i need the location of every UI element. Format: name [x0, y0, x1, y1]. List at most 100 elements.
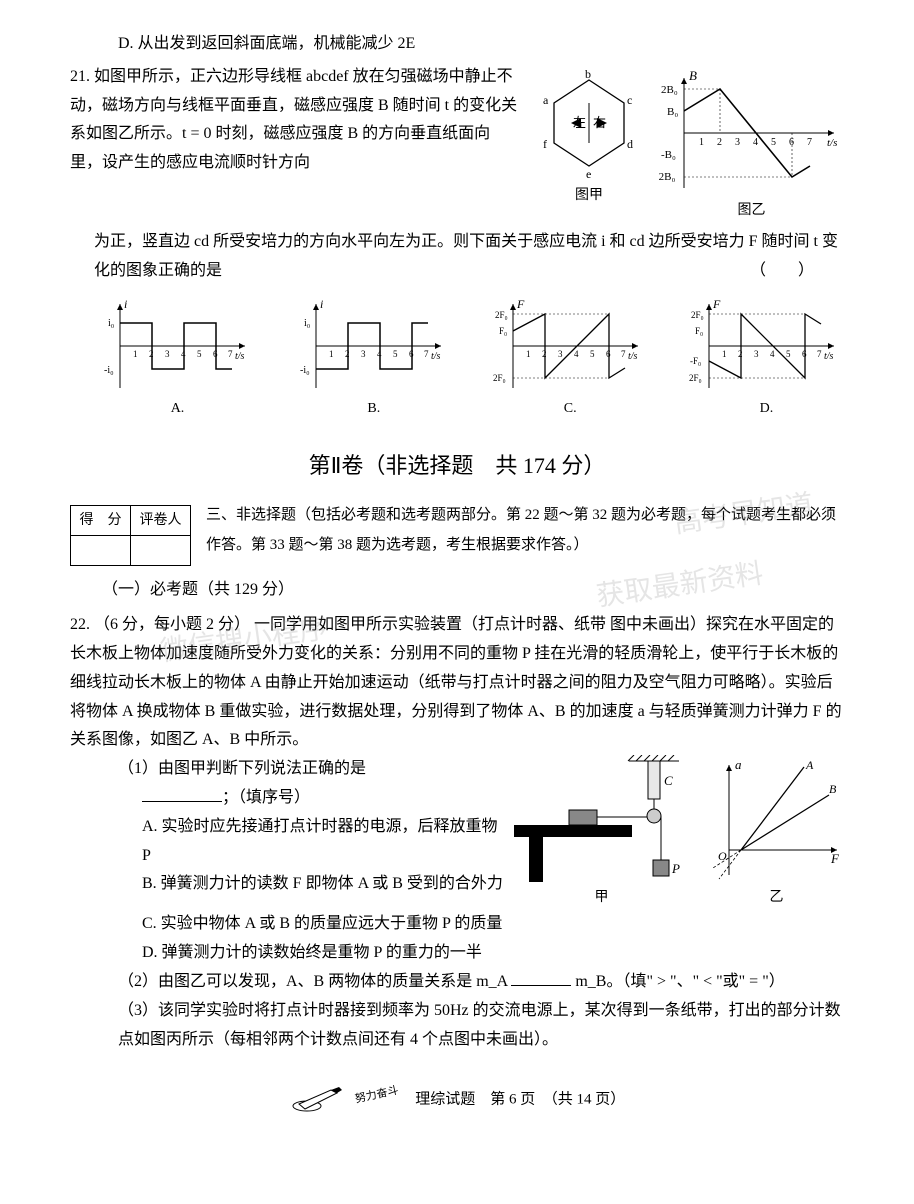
svg-text:F₀: F₀ — [499, 326, 507, 336]
svg-text:2F₀: 2F₀ — [691, 310, 704, 320]
svg-text:1: 1 — [722, 349, 727, 359]
svg-text:e: e — [586, 167, 591, 181]
svg-text:C: C — [664, 773, 673, 788]
svg-text:-B₀: -B₀ — [661, 149, 676, 161]
svg-text:-2F₀: -2F₀ — [689, 373, 702, 383]
svg-text:t/s: t/s — [827, 137, 837, 149]
footer-text: 理综试题 第 6 页 （共 14 页） — [415, 1092, 625, 1108]
q21-choice-b: i t/s i₀-i₀ 1234567 B. — [296, 296, 451, 421]
svg-text:d: d — [627, 137, 633, 151]
svg-text:左: 左 — [573, 115, 586, 130]
q21-stem1: 如图甲所示，正六边形导线框 abcdef 放在匀强磁场中静止不动，磁场方向与线框… — [70, 68, 517, 171]
svg-text:f: f — [543, 137, 547, 151]
svg-text:7: 7 — [228, 349, 233, 359]
svg-text:6: 6 — [789, 137, 794, 148]
q22-figures: C P 甲 a F O — [514, 755, 844, 910]
svg-text:F: F — [516, 297, 525, 311]
q21-block: B t/s 123 4567 2B₀ B₀ -B₀ -2B₀ 图乙 — [70, 63, 844, 286]
q22-fig-yi: a F O A B 乙 — [709, 755, 844, 910]
svg-text:3: 3 — [735, 137, 740, 148]
svg-text:5: 5 — [771, 137, 776, 148]
q21-choice-a: i t/s i₀-i₀ 1234567 A. — [100, 296, 255, 421]
svg-text:-F₀: -F₀ — [690, 356, 701, 366]
q21-stem2: 为正，竖直边 cd 所受安培力的方向水平向左为正。则下面关于感应电流 i 和 c… — [94, 228, 844, 286]
score-header-1: 得 分 — [71, 506, 131, 536]
page-footer: 努力奋斗 理综试题 第 6 页 （共 14 页） — [70, 1084, 844, 1116]
svg-text:B₀: B₀ — [667, 106, 678, 118]
svg-text:i: i — [124, 297, 127, 311]
svg-text:5: 5 — [786, 349, 791, 359]
q21-hexagon: 左 右 b c d e f a 图甲 — [529, 68, 649, 208]
svg-text:a: a — [543, 93, 549, 107]
svg-text:1: 1 — [133, 349, 138, 359]
section2-title: 第Ⅱ卷（非选择题 共 174 分） — [70, 446, 844, 486]
footer-motto: 努力奋斗 — [354, 1081, 401, 1110]
q20-option-d: D. 从出发到返回斜面底端，机械能减少 2E — [118, 30, 844, 59]
section2-instructions: 三、非选择题（包括必考题和选考题两部分。第 22 题～第 32 题为必考题，每个… — [206, 500, 844, 560]
svg-text:a: a — [735, 757, 742, 772]
svg-text:i₀: i₀ — [304, 318, 311, 329]
svg-text:P: P — [671, 861, 680, 876]
svg-text:3: 3 — [754, 349, 759, 359]
svg-text:3: 3 — [361, 349, 366, 359]
fig-yi-label: 乙 — [709, 885, 844, 910]
svg-text:t/s: t/s — [235, 351, 245, 362]
svg-text:-i₀: -i₀ — [300, 365, 310, 376]
svg-text:1: 1 — [699, 137, 704, 148]
q22-number: 22. — [70, 616, 90, 633]
svg-text:右: 右 — [593, 115, 606, 130]
q22-fig-jia: C P 甲 — [514, 755, 689, 910]
svg-text:5: 5 — [590, 349, 595, 359]
svg-text:t/s: t/s — [628, 351, 638, 362]
svg-text:5: 5 — [393, 349, 398, 359]
q21-choice-c: F t/s 2F₀F₀-2F₀ 1234567 C. — [493, 296, 648, 421]
chart-yi-label: 图乙 — [659, 198, 844, 223]
svg-text:3: 3 — [558, 349, 563, 359]
svg-text:i: i — [320, 297, 323, 311]
svg-text:4: 4 — [574, 349, 579, 359]
hexagon-label: 图甲 — [529, 183, 649, 208]
svg-text:A: A — [805, 758, 814, 772]
svg-text:2: 2 — [738, 349, 743, 359]
q21-choices: i t/s i₀-i₀ 1234567 A. i t/s i₀-i₀ 12345… — [100, 296, 844, 421]
svg-text:5: 5 — [197, 349, 202, 359]
svg-text:2F₀: 2F₀ — [495, 310, 508, 320]
svg-text:3: 3 — [165, 349, 170, 359]
svg-text:B: B — [689, 68, 697, 83]
svg-text:F₀: F₀ — [695, 326, 703, 336]
fig-jia-label: 甲 — [514, 885, 689, 910]
q22-marks: （6 分，每小题 2 分） — [94, 616, 250, 633]
section2-instructions-block: 高考早知道 得 分评卷人 三、非选择题（包括必考题和选考题两部分。第 22 题～… — [70, 500, 844, 566]
svg-text:4: 4 — [770, 349, 775, 359]
svg-text:1: 1 — [329, 349, 334, 359]
q22-opt-d: D. 弹簧测力计的读数始终是重物 P 的重力的一半 — [142, 939, 844, 968]
svg-text:2: 2 — [542, 349, 547, 359]
q21-choice-d: F t/s 2F₀F₀ -F₀-2F₀ 1234567 D. — [689, 296, 844, 421]
svg-text:1: 1 — [526, 349, 531, 359]
svg-text:b: b — [585, 68, 591, 81]
q21-chart-yi: B t/s 123 4567 2B₀ B₀ -B₀ -2B₀ 图乙 — [659, 68, 844, 223]
blank-input-2[interactable] — [511, 970, 571, 986]
svg-text:7: 7 — [807, 137, 812, 148]
score-table: 得 分评卷人 — [70, 505, 191, 566]
answer-paren: （ ） — [750, 257, 814, 286]
q22-sub3: （3）该同学实验时将打点计时器接到频率为 50Hz 的交流电源上，某次得到一条纸… — [118, 997, 844, 1055]
svg-text:-i₀: -i₀ — [104, 365, 114, 376]
svg-text:t/s: t/s — [431, 351, 441, 362]
svg-text:t/s: t/s — [824, 351, 834, 362]
svg-text:F: F — [712, 297, 721, 311]
q22-stem: 一同学用如图甲所示实验装置（打点计时器、纸带 图中未画出）探究在水平固定的长木板… — [70, 616, 842, 748]
svg-text:c: c — [627, 93, 632, 107]
svg-text:2B₀: 2B₀ — [661, 84, 678, 96]
svg-text:7: 7 — [817, 349, 822, 359]
svg-text:i₀: i₀ — [108, 318, 115, 329]
pen-icon — [289, 1084, 344, 1116]
q22-opt-c: C. 实验中物体 A 或 B 的质量应远大于重物 P 的质量 — [142, 910, 844, 939]
q21-number: 21. — [70, 68, 90, 85]
svg-text:7: 7 — [424, 349, 429, 359]
svg-text:7: 7 — [621, 349, 626, 359]
required-label: 获取最新资料 （一）必考题（共 129 分） — [102, 576, 844, 605]
blank-input[interactable] — [142, 786, 222, 802]
svg-text:O: O — [718, 849, 727, 863]
svg-text:-2B₀: -2B₀ — [659, 171, 676, 183]
